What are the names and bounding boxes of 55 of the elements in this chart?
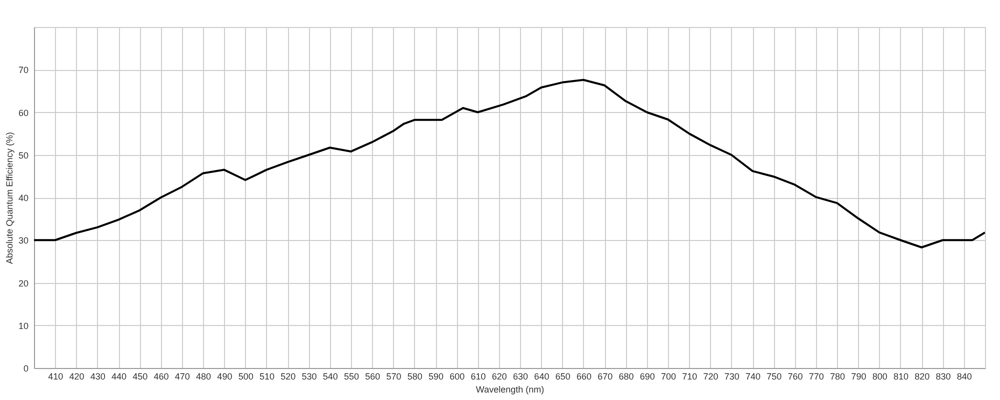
x-tick-label: 720 [703, 372, 718, 382]
x-tick-label: 450 [132, 372, 148, 382]
x-tick-label: 620 [492, 372, 507, 382]
x-tick-label: 840 [956, 372, 972, 382]
x-axis-title: Wavelength (nm) [476, 384, 544, 394]
x-tick-label: 800 [872, 372, 888, 382]
x-tick-label: 490 [217, 372, 232, 382]
x-tick-label: 500 [238, 372, 254, 382]
y-tick-label: 30 [18, 236, 28, 246]
x-tick-label: 660 [576, 372, 592, 382]
x-tick-label: 610 [470, 372, 486, 382]
x-tick-label: 710 [682, 372, 698, 382]
x-tick-label: 420 [69, 372, 84, 382]
line-series [34, 78, 985, 248]
x-tick-label: 680 [618, 372, 634, 382]
x-tick-label: 570 [386, 372, 402, 382]
x-tick-label: 790 [851, 372, 866, 382]
y-axis-title: Absolute Quantum Efficiency (%) [4, 132, 14, 264]
y-tick-label: 0 [23, 364, 28, 374]
x-tick-label: 740 [746, 372, 761, 382]
x-tick-label: 630 [513, 372, 528, 382]
x-tick-label: 820 [914, 372, 930, 382]
x-tick-label: 700 [660, 372, 676, 382]
x-tick-label: 460 [154, 372, 169, 382]
x-tick-label: 650 [555, 372, 570, 382]
x-tick-label: 690 [640, 372, 655, 382]
x-tick-label: 530 [302, 372, 317, 382]
y-tick-label: 60 [18, 108, 28, 118]
x-tick-label: 770 [808, 372, 824, 382]
x-tick-label: 810 [893, 372, 908, 382]
x-tick-label: 730 [724, 372, 740, 382]
x-tick-label: 520 [280, 372, 296, 382]
y-tick-label: 40 [18, 193, 28, 203]
x-tick-label: 510 [259, 372, 274, 382]
x-tick-label: 550 [344, 372, 360, 382]
x-tick-label: 470 [174, 372, 190, 382]
x-tick-label: 580 [407, 372, 422, 382]
x-tick-label: 430 [90, 372, 106, 382]
x-tick-label: 540 [322, 372, 338, 382]
x-tick-label: 600 [450, 372, 465, 382]
x-tick-label: 830 [936, 372, 951, 382]
x-tick-label: 670 [598, 372, 613, 382]
y-tick-label: 70 [18, 65, 28, 76]
y-tick-label: 20 [18, 278, 28, 288]
x-tick-label: 750 [766, 372, 782, 382]
x-tick-label: 480 [196, 372, 212, 382]
x-tick-label: 560 [365, 372, 380, 382]
x-tick-label: 440 [112, 372, 127, 382]
x-tick-label: 640 [534, 372, 550, 382]
x-tick-label: 590 [428, 372, 444, 382]
x-tick-label: 410 [48, 372, 64, 382]
x-tick-label: 760 [788, 372, 803, 382]
y-tick-label: 50 [18, 150, 28, 160]
y-tick-label: 10 [18, 320, 28, 331]
x-tick-label: 780 [830, 372, 846, 382]
